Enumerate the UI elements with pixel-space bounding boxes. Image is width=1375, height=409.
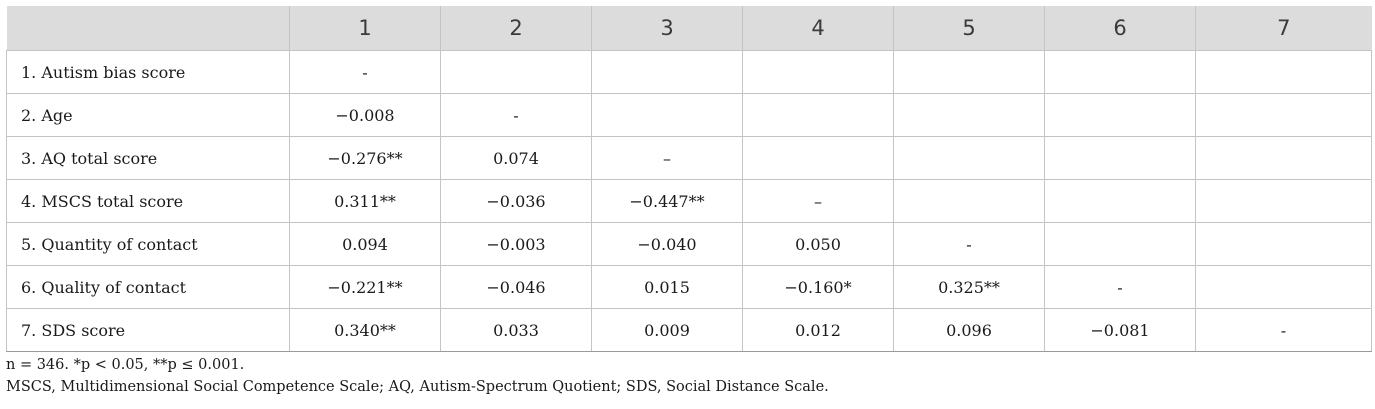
table-cell: −0.221** bbox=[289, 265, 441, 309]
header-row: 1 2 3 4 5 6 7 bbox=[6, 6, 1372, 51]
table-cell: −0.046 bbox=[440, 265, 592, 309]
table-cell: −0.003 bbox=[440, 222, 592, 266]
table-cell: – bbox=[742, 179, 894, 223]
table-cell bbox=[893, 136, 1045, 180]
header-cell-3: 3 bbox=[591, 6, 743, 51]
table-cell: −0.036 bbox=[440, 179, 592, 223]
table-cell bbox=[893, 93, 1045, 137]
table-body: 1. Autism bias score - 2. Age −0.008 - bbox=[6, 50, 1372, 352]
row-label: 1. Autism bias score bbox=[6, 50, 290, 94]
table-cell bbox=[742, 93, 894, 137]
table-cell: 0.033 bbox=[440, 308, 592, 352]
header-cell-4: 4 bbox=[742, 6, 894, 51]
table-cell: - bbox=[1195, 308, 1372, 352]
table-cell: 0.096 bbox=[893, 308, 1045, 352]
table-cell bbox=[1044, 136, 1196, 180]
table-cell: – bbox=[591, 136, 743, 180]
table-cell bbox=[440, 50, 592, 94]
table-row: 5. Quantity of contact 0.094 −0.003 −0.0… bbox=[6, 222, 1372, 266]
table-cell bbox=[1195, 50, 1372, 94]
table-cell bbox=[1195, 222, 1372, 266]
header-cell-label bbox=[6, 6, 290, 51]
table-cell: - bbox=[893, 222, 1045, 266]
table-cell: −0.040 bbox=[591, 222, 743, 266]
table-cell bbox=[1044, 222, 1196, 266]
table-cell: 0.012 bbox=[742, 308, 894, 352]
table-cell: 0.311** bbox=[289, 179, 441, 223]
header-cell-2: 2 bbox=[440, 6, 592, 51]
table-cell bbox=[893, 50, 1045, 94]
table-cell bbox=[893, 179, 1045, 223]
table-cell bbox=[742, 136, 894, 180]
table-row: 3. AQ total score −0.276** 0.074 – bbox=[6, 136, 1372, 180]
row-label: 4. MSCS total score bbox=[6, 179, 290, 223]
table-cell: - bbox=[289, 50, 441, 94]
table-cell bbox=[1195, 136, 1372, 180]
row-label: 7. SDS score bbox=[6, 308, 290, 352]
row-label: 6. Quality of contact bbox=[6, 265, 290, 309]
sample-size-note: n = 346. *p < 0.05, **p ≤ 0.001. bbox=[6, 357, 245, 373]
table-cell: −0.447** bbox=[591, 179, 743, 223]
correlation-table-container: 1 2 3 4 5 6 7 1. Autism bias score - bbox=[6, 6, 1372, 352]
header-cell-7: 7 bbox=[1195, 6, 1372, 51]
table-cell bbox=[1044, 179, 1196, 223]
table-cell: - bbox=[440, 93, 592, 137]
table-cell bbox=[1195, 179, 1372, 223]
table-cell bbox=[742, 50, 894, 94]
table-cell bbox=[1195, 93, 1372, 137]
table-cell: 0.094 bbox=[289, 222, 441, 266]
table-row: 6. Quality of contact −0.221** −0.046 0.… bbox=[6, 265, 1372, 309]
table-cell: 0.050 bbox=[742, 222, 894, 266]
table-cell: 0.325** bbox=[893, 265, 1045, 309]
table-cell bbox=[591, 93, 743, 137]
row-label: 3. AQ total score bbox=[6, 136, 290, 180]
abbreviations-note: MSCS, Multidimensional Social Competence… bbox=[6, 379, 829, 395]
header-cell-6: 6 bbox=[1044, 6, 1196, 51]
table-cell: 0.340** bbox=[289, 308, 441, 352]
table-cell: −0.081 bbox=[1044, 308, 1196, 352]
table-row: 4. MSCS total score 0.311** −0.036 −0.44… bbox=[6, 179, 1372, 223]
table-cell: 0.009 bbox=[591, 308, 743, 352]
table-cell: 0.015 bbox=[591, 265, 743, 309]
table-cell: −0.160* bbox=[742, 265, 894, 309]
row-label: 5. Quantity of contact bbox=[6, 222, 290, 266]
table-cell: −0.276** bbox=[289, 136, 441, 180]
table-notes: n = 346. *p < 0.05, **p ≤ 0.001. MSCS, M… bbox=[6, 354, 829, 398]
row-label: 2. Age bbox=[6, 93, 290, 137]
table-row: 7. SDS score 0.340** 0.033 0.009 0.012 0… bbox=[6, 308, 1372, 352]
table-cell bbox=[591, 50, 743, 94]
table-cell: 0.074 bbox=[440, 136, 592, 180]
table-cell bbox=[1044, 50, 1196, 94]
table-row: 1. Autism bias score - bbox=[6, 50, 1372, 94]
correlation-table: 1 2 3 4 5 6 7 1. Autism bias score - bbox=[6, 6, 1372, 352]
header-cell-1: 1 bbox=[289, 6, 441, 51]
table-cell: - bbox=[1044, 265, 1196, 309]
table-cell bbox=[1044, 93, 1196, 137]
table-header: 1 2 3 4 5 6 7 bbox=[6, 6, 1372, 51]
table-row: 2. Age −0.008 - bbox=[6, 93, 1372, 137]
table-cell: −0.008 bbox=[289, 93, 441, 137]
table-cell bbox=[1195, 265, 1372, 309]
header-cell-5: 5 bbox=[893, 6, 1045, 51]
